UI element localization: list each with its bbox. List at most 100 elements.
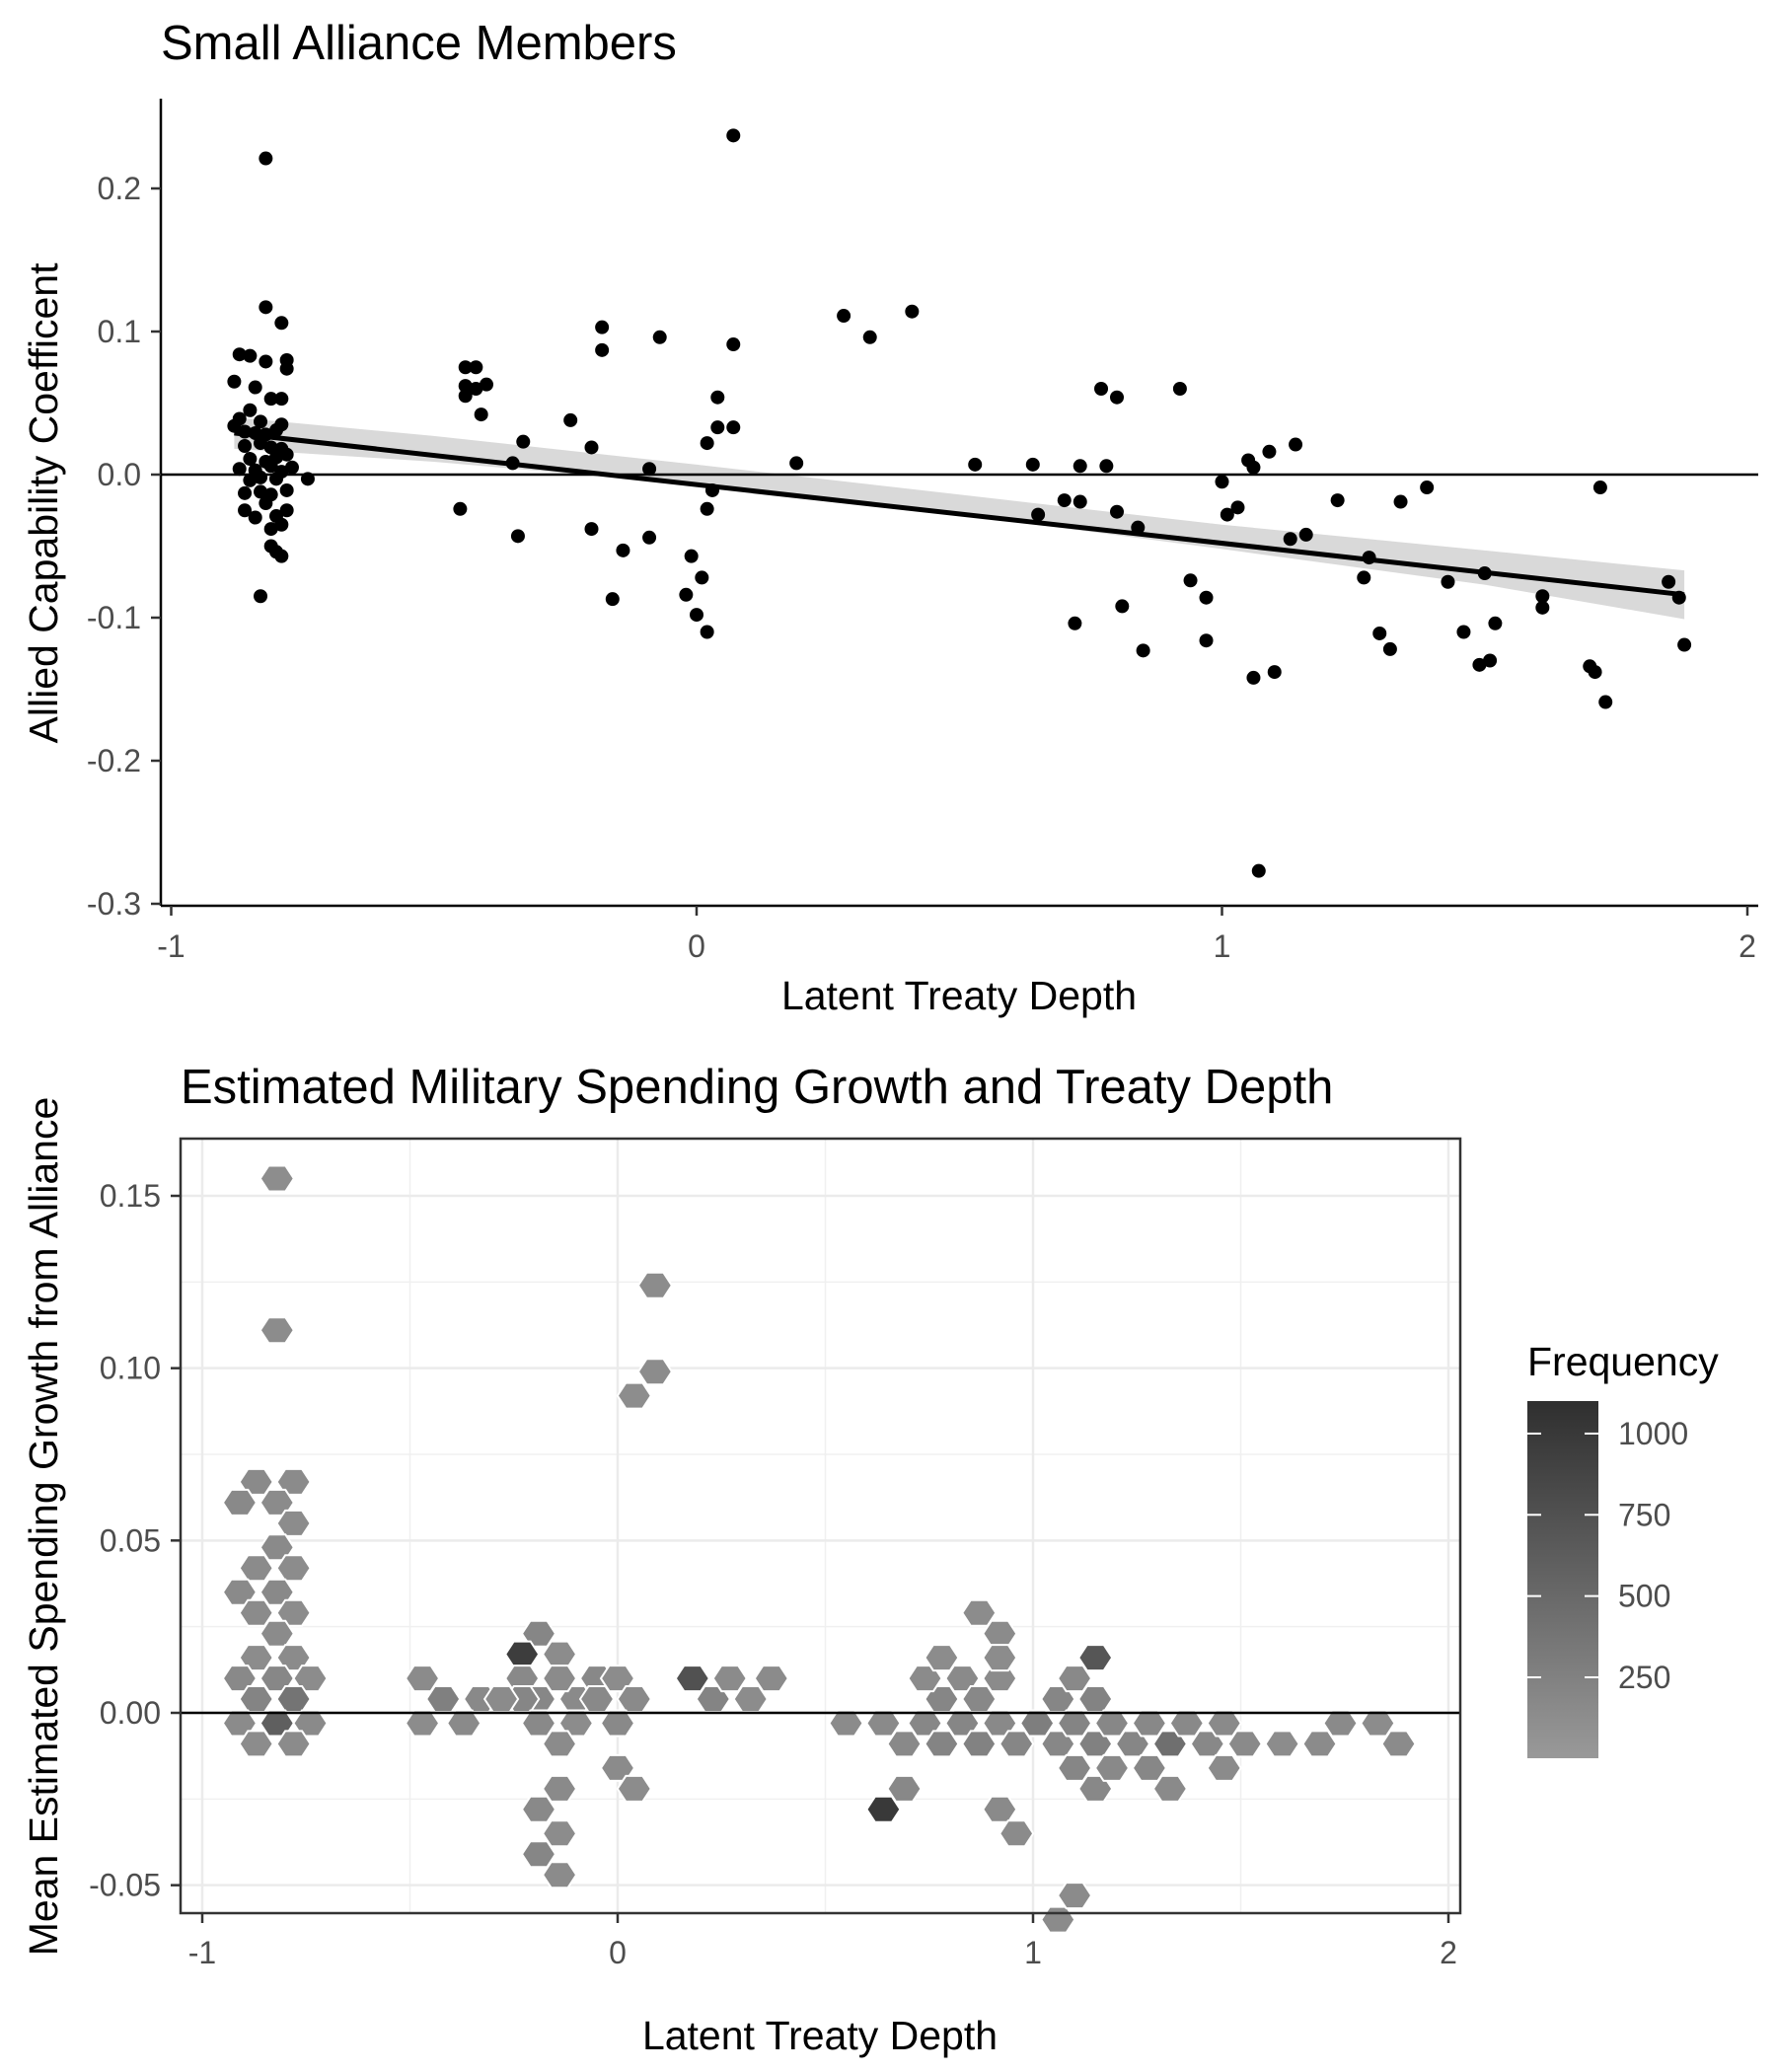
scatter-point <box>642 530 657 545</box>
scatter-point <box>1382 641 1397 656</box>
y-tick-label: -0.05 <box>89 1868 161 1903</box>
scatter-point <box>1330 493 1345 508</box>
hex-bin <box>599 1665 636 1693</box>
hexbin-title: Estimated Military Spending Growth and T… <box>181 1061 1333 1114</box>
scatter-point <box>269 423 283 438</box>
scatter-point <box>238 424 253 439</box>
hex-bin <box>520 1795 557 1823</box>
hex-bin <box>1151 1774 1189 1803</box>
hex-bin <box>275 1685 312 1713</box>
hex-bin <box>1056 1665 1093 1693</box>
hex-bin <box>616 1381 652 1410</box>
scatter-point <box>1031 507 1046 522</box>
scatter-point <box>595 342 610 357</box>
scatter-point <box>1283 532 1297 547</box>
scatter-point <box>505 456 520 471</box>
hex-bin <box>238 1598 274 1627</box>
legend-break-label: 500 <box>1618 1579 1670 1614</box>
legend-break-label: 250 <box>1618 1660 1670 1695</box>
hex-bin <box>541 1640 578 1668</box>
hex-bin <box>1056 1753 1093 1782</box>
scatter-point <box>1199 590 1214 605</box>
hex-bin <box>259 1316 295 1345</box>
scatter-point <box>1246 460 1261 475</box>
hex-bin <box>711 1665 748 1693</box>
scatter-point <box>684 549 699 563</box>
scatter-point <box>1393 494 1408 509</box>
confidence-band-group <box>234 417 1685 620</box>
hex-bin <box>1019 1709 1056 1738</box>
hex-bin <box>599 1753 636 1782</box>
hex-bin <box>865 1709 902 1738</box>
scatter-point <box>1068 616 1082 630</box>
scatter-point <box>652 330 667 344</box>
scatter-point <box>458 389 473 404</box>
scatter-point <box>238 485 253 500</box>
hex-bin <box>221 1488 259 1517</box>
y-tick-label: 0.05 <box>100 1522 161 1558</box>
scatter-point <box>1099 459 1114 474</box>
hex-bin <box>924 1730 960 1758</box>
x-tick-label: 1 <box>1024 1935 1042 1970</box>
scatter-point <box>1110 390 1124 405</box>
hexbin-panel: Estimated Military Spending Growth and T… <box>21 1061 1719 2058</box>
scatter-point <box>563 412 578 427</box>
hex-bin <box>1056 1709 1093 1738</box>
hex-bin <box>944 1665 981 1693</box>
scatter-point <box>259 496 273 510</box>
scatter-point <box>1220 507 1234 522</box>
scatter-point <box>1262 444 1277 459</box>
scatter-point <box>726 337 741 352</box>
hex-bin <box>1131 1709 1168 1738</box>
scatter-point <box>642 462 657 477</box>
hex-bin <box>238 1554 274 1583</box>
x-tick-label: -1 <box>188 1935 216 1970</box>
scatter-point <box>1357 570 1371 585</box>
scatter-point <box>968 457 983 472</box>
hex-bin <box>1040 1905 1076 1934</box>
scatter-point <box>605 592 620 607</box>
scatter-point <box>1420 481 1435 495</box>
hex-bin <box>886 1730 923 1758</box>
scatter-point <box>480 377 493 392</box>
scatter-point <box>254 484 268 499</box>
scatter-point <box>254 589 268 604</box>
hex-bin <box>541 1861 578 1889</box>
hex-bin <box>1077 1774 1114 1803</box>
scatter-point <box>1115 599 1130 614</box>
scatter-point <box>1477 566 1492 581</box>
scatter-point <box>227 418 242 433</box>
hex-bin <box>1264 1730 1300 1758</box>
y-tick-label: -0.1 <box>87 600 141 635</box>
hex-bin <box>828 1709 864 1738</box>
scatter-x-ticks: -1 0 1 2 <box>157 906 1756 964</box>
hex-bin <box>504 1640 541 1668</box>
hex-bin <box>907 1665 943 1693</box>
scatter-point <box>227 374 242 389</box>
scatter-point <box>700 625 714 639</box>
scatter-point <box>274 316 289 331</box>
scatter-point <box>269 472 283 486</box>
hex-bin <box>1322 1709 1359 1738</box>
scatter-y-ticks: -0.3 -0.2 -0.1 0.0 0.1 0.2 <box>87 171 161 922</box>
hex-bin <box>865 1795 902 1823</box>
scatter-point <box>1094 382 1109 396</box>
hexbin-plot-background <box>181 1139 1460 1913</box>
frequency-legend: Frequency 250 500 750 1000 <box>1527 1339 1719 1758</box>
fit-line-group <box>234 430 1685 598</box>
hex-bin <box>275 1554 312 1583</box>
scatter-point <box>1267 665 1282 680</box>
scatter-point <box>274 549 289 563</box>
y-tick-label: 0.15 <box>100 1178 161 1214</box>
scatter-point <box>254 470 268 484</box>
scatter-point <box>254 436 268 451</box>
scatter-point <box>243 452 258 467</box>
hex-bin <box>886 1774 923 1803</box>
scatter-point <box>243 403 258 417</box>
scatter-point <box>1183 573 1198 588</box>
scatter-point <box>1289 437 1303 452</box>
scatter-point <box>1362 551 1376 565</box>
x-tick-label: 2 <box>1440 1935 1457 1970</box>
scatter-point <box>259 300 273 315</box>
scatter-point <box>1251 863 1266 878</box>
